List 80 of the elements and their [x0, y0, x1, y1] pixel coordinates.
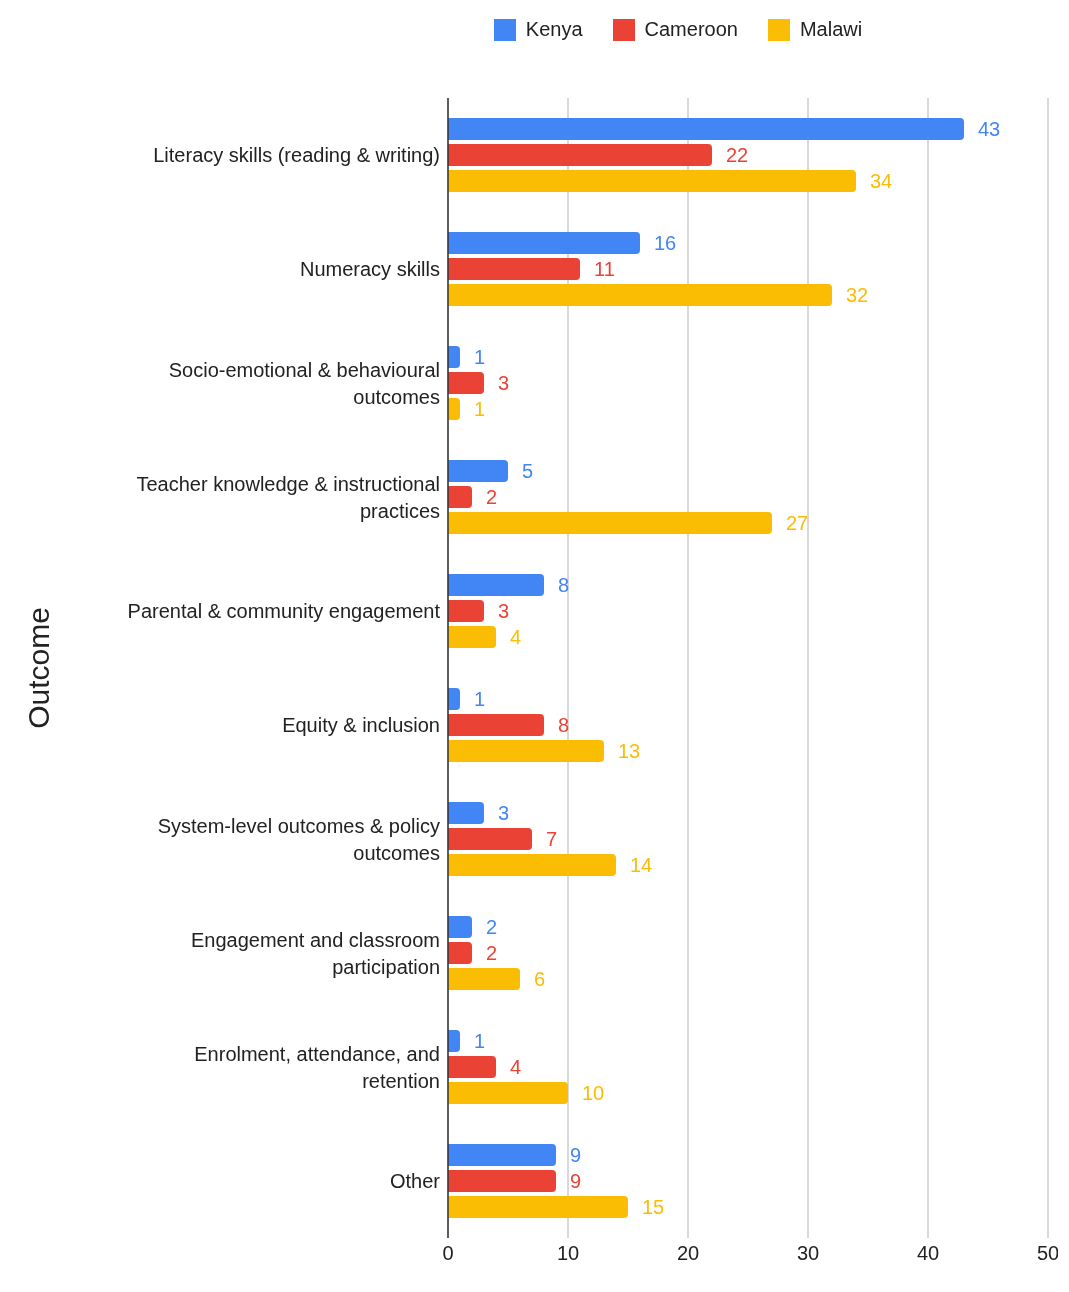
data-label: 2 — [486, 916, 498, 939]
data-label: 6 — [534, 968, 546, 991]
data-label: 1 — [474, 688, 486, 711]
bar — [448, 1170, 556, 1192]
bar — [448, 512, 772, 534]
bar — [448, 1196, 628, 1218]
data-label: 4 — [510, 1056, 522, 1079]
y-tick-label: Numeracy skills — [299, 258, 440, 280]
data-label: 13 — [618, 740, 641, 763]
data-label: 5 — [522, 460, 534, 483]
bar — [448, 460, 508, 482]
data-label: 22 — [726, 144, 749, 167]
data-label: 1 — [474, 1030, 486, 1053]
data-label: 32 — [846, 284, 869, 307]
y-tick-label: Other — [389, 1170, 441, 1192]
data-label: 1 — [474, 398, 486, 421]
bar — [448, 740, 604, 762]
bar — [448, 258, 580, 280]
data-label: 9 — [570, 1170, 582, 1193]
bar — [448, 170, 856, 192]
bar — [448, 688, 460, 710]
bar — [448, 1030, 460, 1052]
bar — [448, 916, 472, 938]
bar — [448, 398, 460, 420]
bar — [448, 346, 460, 368]
y-axis-title: Outcome — [21, 607, 55, 729]
data-label: 1 — [474, 346, 486, 369]
legend-label: Kenya — [525, 18, 583, 41]
bar — [448, 232, 640, 254]
y-tick-label: Literacy skills (reading & writing) — [153, 144, 440, 166]
legend-label: Malawi — [799, 18, 863, 41]
bar — [448, 574, 544, 596]
bar — [448, 714, 544, 736]
data-label: 27 — [786, 512, 809, 535]
data-label: 9 — [570, 1144, 582, 1167]
data-label: 15 — [642, 1196, 665, 1219]
data-label: 14 — [630, 854, 653, 877]
bar — [448, 118, 964, 140]
bar — [448, 626, 496, 648]
bar — [448, 600, 484, 622]
x-tick-label: 0 — [442, 1242, 454, 1265]
y-tick-label: Enrolment, attendance, and retention — [194, 1042, 440, 1092]
data-label: 34 — [870, 170, 893, 193]
bar — [448, 372, 484, 394]
y-tick-label: Teacher knowledge & instructional practices — [136, 472, 440, 522]
data-label: 3 — [498, 802, 510, 825]
x-tick-label: 10 — [556, 1242, 580, 1265]
bar — [448, 486, 472, 508]
x-tick-label: 20 — [676, 1242, 700, 1265]
data-label: 11 — [594, 258, 615, 281]
data-label: 7 — [546, 828, 558, 851]
bar — [448, 968, 520, 990]
y-tick-label: Parental & community engagement — [127, 600, 441, 622]
bar — [448, 284, 832, 306]
legend-label: Cameroon — [644, 18, 738, 41]
x-tick-label: 40 — [916, 1242, 940, 1265]
bar — [448, 828, 532, 850]
bar — [448, 1144, 556, 1166]
y-tick-label: Equity & inclusion — [282, 714, 440, 736]
bar — [448, 1056, 496, 1078]
data-label: 10 — [582, 1082, 605, 1105]
y-tick-label: Engagement and classroom participation — [190, 928, 440, 978]
bar — [448, 144, 712, 166]
x-tick-label: 30 — [796, 1242, 820, 1265]
bar — [448, 854, 616, 876]
data-label: 3 — [498, 600, 510, 623]
data-label: 2 — [486, 486, 498, 509]
data-label: 8 — [558, 574, 570, 597]
y-tick-label: System-level outcomes & policy outcomes — [157, 814, 440, 864]
data-label: 43 — [978, 118, 1001, 141]
bar — [448, 1082, 568, 1104]
y-tick-label: Socio-emotional & behavioural outcomes — [168, 358, 440, 408]
bar — [448, 942, 472, 964]
x-tick-label: 50 — [1036, 1242, 1060, 1265]
bar — [448, 802, 484, 824]
data-label: 16 — [654, 232, 677, 255]
data-label: 8 — [558, 714, 570, 737]
data-label: 3 — [498, 372, 510, 395]
data-label: 4 — [510, 626, 522, 649]
data-label: 2 — [486, 942, 498, 965]
